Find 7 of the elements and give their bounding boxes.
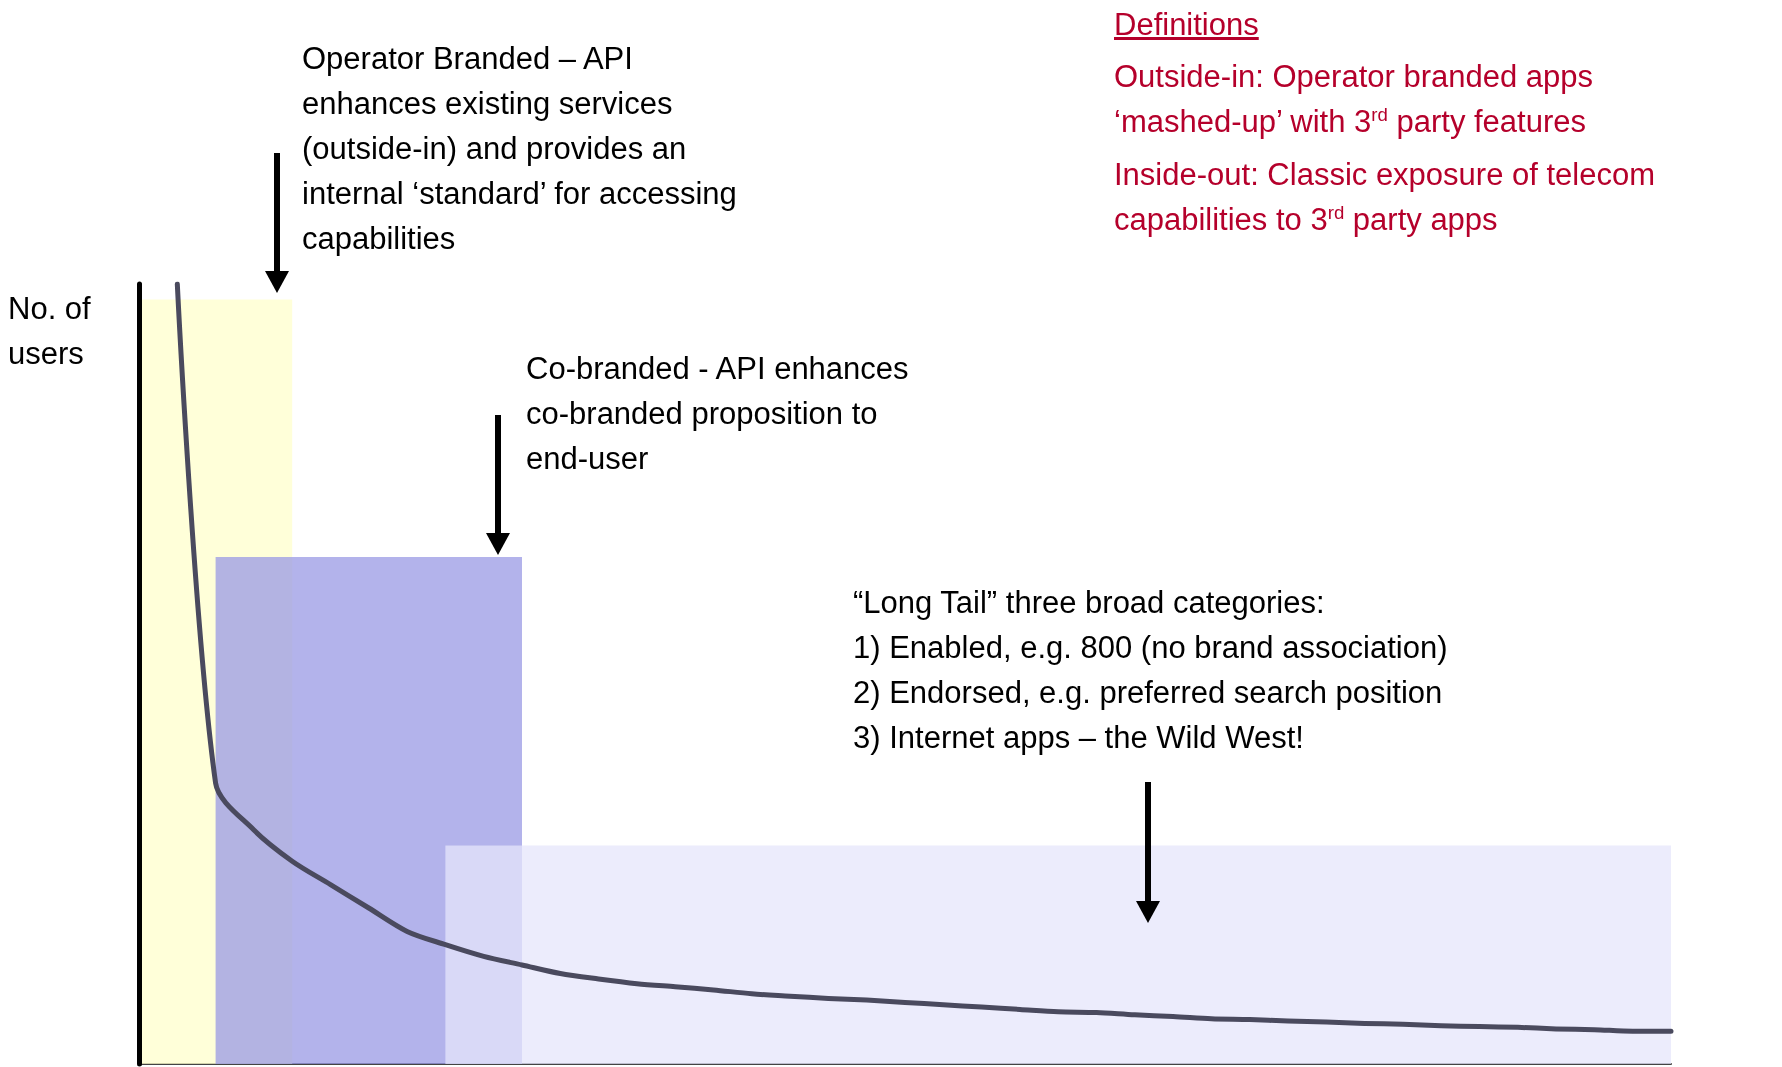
annotation: Co-branded - API enhances co-branded proposition to end-user [526,350,910,478]
text: Outside-in: Operator branded apps ‘mashed-up’ with 3$^{rd}$ party features [1114,58,1595,141]
y-axis-title: No. of users [8,290,92,373]
text: Operator Branded – API enhances existing services (outside-in) and provides an internal ‘standard’ for accessing capabilities [302,40,738,258]
text: Definitions [1114,6,1259,44]
annotation: “Long Tail” three broad categories: 1) Enabled, e.g. 800 (no brand association) 2) Endorsed, e.g. preferred search position 3) Internet apps – the Wild West! [853,584,1448,757]
text: Inside-out: Classic exposure of telecom capabilities to 3$^{rd}$ party apps [1114,156,1657,239]
